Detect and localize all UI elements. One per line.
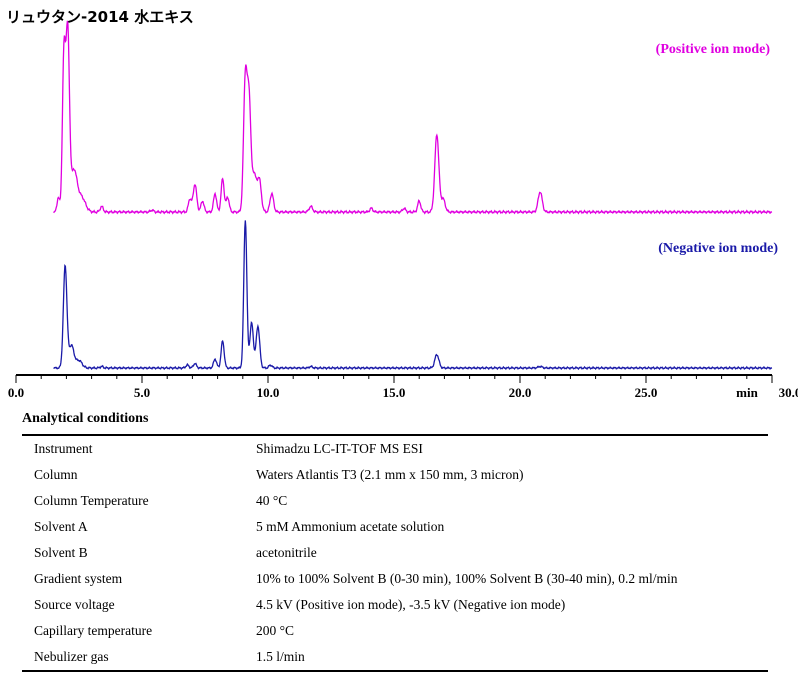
condition-value: Waters Atlantis T3 (2.1 mm x 150 mm, 3 m… bbox=[256, 467, 524, 482]
condition-row: Solvent B acetonitrile bbox=[22, 540, 768, 566]
condition-key: Nebulizer gas bbox=[34, 649, 109, 664]
condition-value: Shimadzu LC-IT-TOF MS ESI bbox=[256, 441, 423, 456]
negative-mode-label: (Negative ion mode) bbox=[658, 241, 778, 256]
condition-value: 1.5 l/min bbox=[256, 649, 305, 664]
condition-key: Gradient system bbox=[34, 571, 123, 586]
x-tick-label: 15.0 bbox=[383, 385, 406, 400]
condition-row: Instrument Shimadzu LC-IT-TOF MS ESI bbox=[22, 435, 768, 462]
condition-row: Capillary temperature 200 °C bbox=[22, 618, 768, 644]
x-axis-unit: min bbox=[736, 385, 758, 400]
conditions-table: Instrument Shimadzu LC-IT-TOF MS ESI Colum… bbox=[22, 434, 768, 672]
chart-title: リュウタン-2014 水エキス bbox=[6, 8, 194, 26]
conditions-title: Analytical conditions bbox=[22, 411, 149, 426]
x-tick-label: 0.0 bbox=[8, 385, 24, 400]
condition-key: Source voltage bbox=[34, 597, 115, 612]
condition-value: 10% to 100% Solvent B (0-30 min), 100% S… bbox=[256, 571, 678, 586]
x-tick-label: 30.0 bbox=[779, 385, 798, 400]
positive-ion-trace bbox=[53, 20, 773, 215]
condition-key: Column Temperature bbox=[34, 493, 149, 508]
condition-row: Column Waters Atlantis T3 (2.1 mm x 150 m… bbox=[22, 462, 768, 488]
x-tick-label: 20.0 bbox=[509, 385, 532, 400]
condition-value: 200 °C bbox=[256, 623, 295, 638]
condition-value: 4.5 kV (Positive ion mode), -3.5 kV (Neg… bbox=[256, 597, 566, 612]
x-tick-label: 25.0 bbox=[635, 385, 658, 400]
condition-row: Solvent A 5 mM Ammonium acetate solution bbox=[22, 514, 768, 540]
condition-value: acetonitrile bbox=[256, 545, 317, 560]
condition-row: Source voltage 4.5 kV (Positive ion mode)… bbox=[22, 592, 768, 618]
condition-key: Column bbox=[34, 467, 78, 482]
condition-value: 5 mM Ammonium acetate solution bbox=[256, 519, 445, 534]
negative-ion-trace bbox=[53, 220, 773, 371]
condition-value: 40 °C bbox=[256, 493, 288, 508]
x-tick-label: 5.0 bbox=[134, 385, 150, 400]
condition-row: Nebulizer gas 1.5 l/min bbox=[22, 644, 768, 671]
condition-key: Solvent B bbox=[34, 545, 88, 560]
condition-key: Solvent A bbox=[34, 519, 88, 534]
condition-row: Column Temperature 40 °C bbox=[22, 488, 768, 514]
chromatogram-chart: 0.0 5.0 10.0 15.0 20.0 25.0 30.0 min bbox=[8, 20, 798, 400]
condition-row: Gradient system 10% to 100% Solvent B (0-… bbox=[22, 566, 768, 592]
positive-mode-label: (Positive ion mode) bbox=[655, 42, 770, 57]
x-tick-label: 10.0 bbox=[257, 385, 280, 400]
condition-key: Instrument bbox=[34, 441, 93, 456]
condition-key: Capillary temperature bbox=[34, 623, 153, 638]
